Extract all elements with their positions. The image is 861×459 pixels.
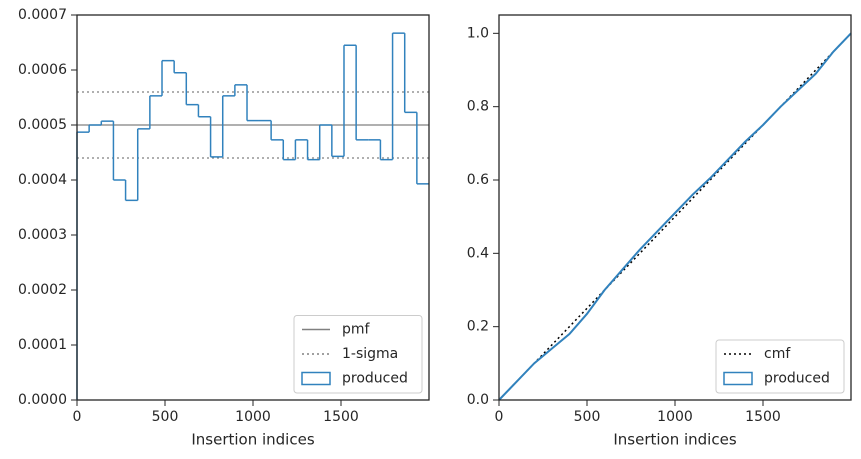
- y-tick-label: 0.8: [467, 99, 489, 115]
- x-tick-label: 1500: [323, 409, 359, 425]
- x-axis-label: Insertion indices: [613, 431, 736, 449]
- y-tick-label: 0.0004: [18, 172, 67, 188]
- y-tick-label: 0.0002: [18, 282, 67, 298]
- x-tick-label: 0: [73, 409, 82, 425]
- x-tick-label: 1000: [235, 409, 271, 425]
- x-tick-label: 1000: [657, 409, 693, 425]
- x-axis-label: Insertion indices: [191, 431, 314, 449]
- y-tick-label: 1.0: [467, 25, 489, 41]
- y-tick-label: 0.0001: [18, 337, 67, 353]
- y-tick-label: 0.0005: [18, 117, 67, 133]
- x-tick-label: 1500: [745, 409, 781, 425]
- y-tick-label: 0.0006: [18, 62, 67, 78]
- legend-box: [715, 339, 845, 394]
- axes-frame: [76, 14, 430, 401]
- y-tick-label: 0.0000: [18, 392, 67, 408]
- legend-label: pmf: [342, 322, 371, 338]
- legend-label: produced: [342, 371, 408, 387]
- y-tick-label: 0.6: [467, 172, 489, 188]
- series-line: [498, 32, 852, 401]
- y-tick-label: 0.0: [467, 392, 489, 408]
- legend-patch: [723, 371, 753, 386]
- y-tick-label: 0.0003: [18, 227, 67, 243]
- y-tick-label: 0.2: [467, 319, 489, 335]
- x-tick-label: 0: [495, 409, 504, 425]
- legend-label: cmf: [764, 346, 791, 362]
- y-tick-label: 0.0007: [18, 7, 67, 23]
- legend-label: produced: [764, 371, 830, 387]
- y-tick-label: 0.4: [467, 245, 489, 261]
- legend-label: 1-sigma: [342, 346, 398, 362]
- legend-box: [293, 315, 423, 394]
- legend-patch: [301, 371, 331, 386]
- x-tick-label: 500: [152, 409, 179, 425]
- axes-frame: [498, 14, 852, 401]
- x-tick-label: 500: [574, 409, 601, 425]
